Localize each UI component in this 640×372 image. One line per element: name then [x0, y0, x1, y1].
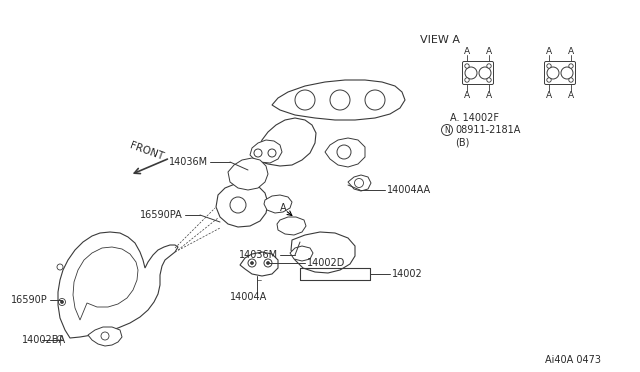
Circle shape	[465, 78, 469, 82]
Circle shape	[547, 67, 559, 79]
Circle shape	[569, 64, 573, 68]
Text: 16590P: 16590P	[12, 295, 48, 305]
Text: A: A	[568, 90, 574, 99]
Circle shape	[250, 262, 253, 264]
Text: A: A	[546, 90, 552, 99]
Circle shape	[569, 78, 573, 82]
Text: 08911-2181A: 08911-2181A	[455, 125, 520, 135]
FancyBboxPatch shape	[463, 61, 493, 84]
Text: A: A	[568, 46, 574, 55]
Polygon shape	[272, 80, 405, 120]
Text: 14002D: 14002D	[307, 258, 346, 268]
Text: A: A	[486, 46, 492, 55]
FancyBboxPatch shape	[545, 61, 575, 84]
Polygon shape	[264, 195, 292, 213]
Polygon shape	[228, 158, 268, 190]
Polygon shape	[290, 246, 313, 261]
Text: A: A	[464, 46, 470, 55]
Circle shape	[465, 67, 477, 79]
Polygon shape	[240, 252, 278, 276]
Circle shape	[266, 262, 269, 264]
Text: FRONT: FRONT	[129, 141, 165, 162]
Text: A: A	[464, 90, 470, 99]
Polygon shape	[250, 140, 282, 163]
Text: A: A	[486, 90, 492, 99]
Text: 14036M: 14036M	[239, 250, 278, 260]
Circle shape	[561, 67, 573, 79]
Polygon shape	[88, 327, 122, 346]
Polygon shape	[277, 217, 306, 235]
Polygon shape	[58, 232, 178, 338]
Text: VIEW A: VIEW A	[420, 35, 460, 45]
Text: A: A	[280, 203, 286, 213]
Text: N: N	[444, 125, 450, 135]
Text: 14036M: 14036M	[169, 157, 208, 167]
Text: (B): (B)	[455, 137, 469, 147]
Circle shape	[61, 301, 63, 304]
Polygon shape	[325, 138, 365, 167]
Circle shape	[487, 64, 491, 68]
Circle shape	[547, 78, 551, 82]
Text: 14004A: 14004A	[230, 292, 268, 302]
Circle shape	[547, 64, 551, 68]
Circle shape	[465, 64, 469, 68]
Polygon shape	[348, 175, 371, 191]
Text: A. 14002F: A. 14002F	[450, 113, 499, 123]
Polygon shape	[216, 183, 268, 227]
Text: 16590PA: 16590PA	[140, 210, 183, 220]
Text: Ai40A 0473: Ai40A 0473	[545, 355, 601, 365]
Polygon shape	[291, 232, 355, 273]
Circle shape	[479, 67, 491, 79]
Text: 14002: 14002	[392, 269, 423, 279]
Circle shape	[487, 78, 491, 82]
Polygon shape	[255, 118, 316, 166]
Text: 14002BA: 14002BA	[22, 335, 66, 345]
Text: 14004AA: 14004AA	[387, 185, 431, 195]
Polygon shape	[73, 247, 138, 320]
Text: A: A	[546, 46, 552, 55]
